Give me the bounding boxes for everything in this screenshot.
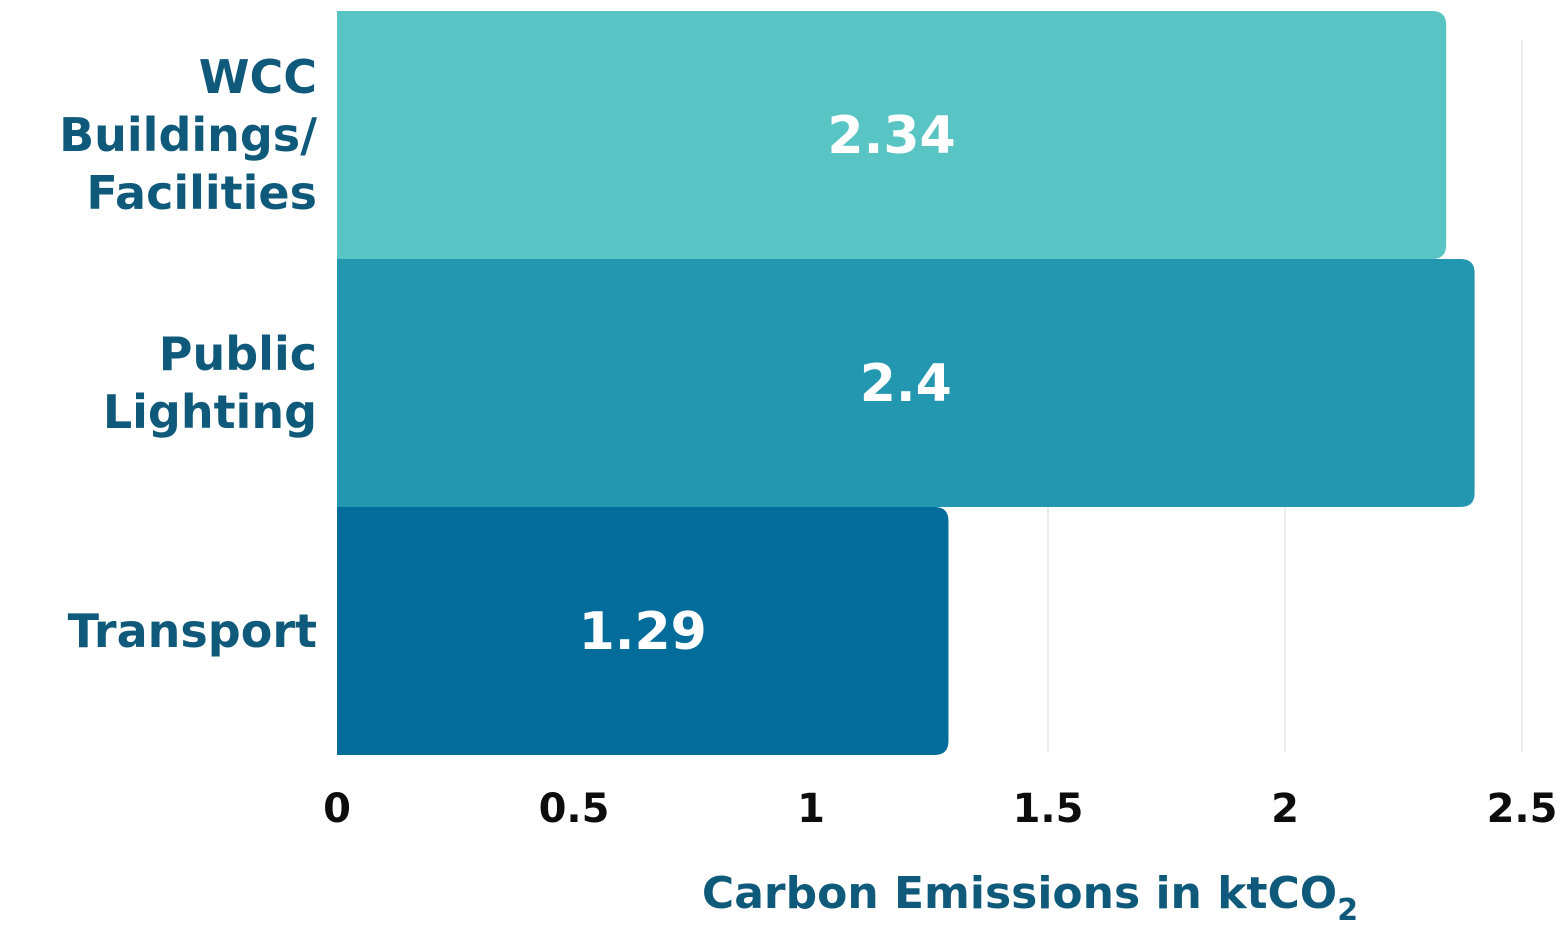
category-label-line: Public (159, 327, 317, 381)
x-axis-title: Carbon Emissions in ktCO2 (702, 868, 1358, 923)
x-tick-label-2: 2 (1271, 786, 1299, 832)
bar-1 (337, 11, 1447, 259)
x-tick-label-0.5: 0.5 (539, 786, 610, 832)
bar-value-label-2: 2.4 (860, 354, 952, 414)
value-labels: 2.34 2.4 1.29 (579, 106, 956, 662)
category-label-2: Public Lighting (103, 327, 317, 439)
x-axis-title-subscript: 2 (1337, 893, 1358, 923)
bar-value-label-1: 2.34 (827, 106, 955, 166)
x-axis-ticks: 0 0.5 1 1.5 2 2.5 (323, 786, 1557, 832)
bar-value-label-3: 1.29 (579, 602, 707, 662)
x-axis-title-main: Carbon Emissions in ktCO (702, 868, 1337, 919)
category-label-line: Transport (68, 604, 317, 658)
category-label-1: WCC Buildings/Facilities (59, 50, 317, 220)
category-label-line: Facilities (86, 166, 317, 220)
bar-3 (337, 507, 949, 755)
x-tick-label-0: 0 (323, 786, 351, 832)
x-tick-label-1.5: 1.5 (1013, 786, 1084, 832)
category-label-line: Buildings/ (59, 108, 317, 162)
x-tick-label-1: 1 (797, 786, 825, 832)
bars (337, 11, 1475, 755)
category-label-3: Transport (68, 604, 317, 658)
x-tick-label-2.5: 2.5 (1487, 786, 1558, 832)
category-label-line: Lighting (103, 385, 317, 439)
category-labels: WCC Buildings/Facilities Public Lighting Tra… (59, 50, 317, 658)
category-label-line: WCC (199, 50, 317, 104)
bar-2 (337, 259, 1475, 507)
